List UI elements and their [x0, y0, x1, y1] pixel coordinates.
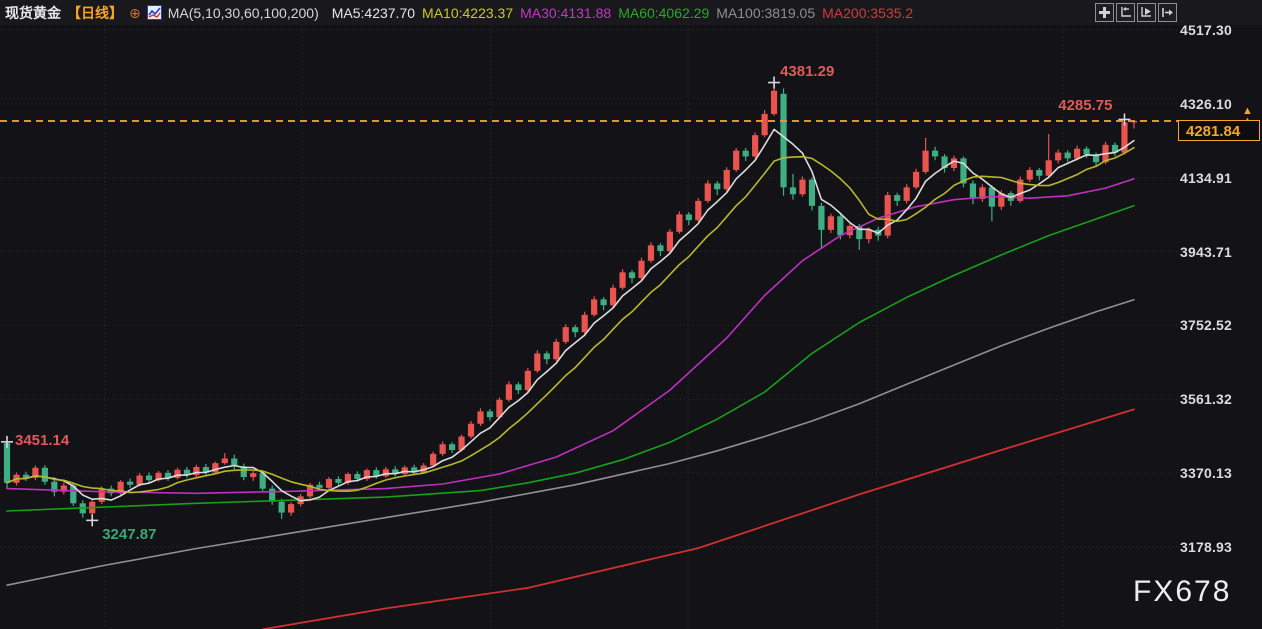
- price-axis-label: 3943.71: [1180, 243, 1233, 260]
- extreme-price-label: 3247.87: [102, 526, 157, 544]
- ma-legend-item: MA5:4237.70: [331, 4, 416, 21]
- price-axis-label: 4517.30: [1180, 22, 1233, 38]
- price-axis-label: 3178.93: [1180, 539, 1233, 555]
- ma-legend-item: MA60:4062.29: [618, 4, 710, 21]
- scale-left-icon[interactable]: [1116, 3, 1135, 22]
- chart-toolbar: [1095, 3, 1177, 22]
- price-axis-label: 3752.52: [1180, 317, 1233, 334]
- extreme-price-label: 4285.75: [1058, 97, 1113, 115]
- price-axis-label: 3561.32: [1180, 391, 1233, 408]
- indicator-settings-icon[interactable]: ⊕: [129, 4, 141, 21]
- exit-right-icon[interactable]: [1158, 3, 1177, 22]
- symbol-title: 现货黄金: [5, 4, 61, 21]
- fx678-watermark: FX678: [1133, 575, 1232, 608]
- ma-legend-item: MA30:4131.88: [520, 4, 612, 21]
- timeframe-label: 【日线】: [67, 4, 123, 21]
- current-price-tag: 4281.84: [1178, 120, 1260, 142]
- ma-legend-item: MA100:3819.05: [716, 4, 816, 21]
- price-axis-label: 4326.10: [1180, 95, 1233, 112]
- extreme-price-label: 3451.14: [15, 431, 70, 449]
- price-axis-label: 3370.13: [1180, 465, 1233, 482]
- ma-legend-item: MA10:4223.37: [422, 4, 514, 21]
- ma-values-row: MA5:4237.70 MA10:4223.37 MA30:4131.88 MA60:…: [325, 5, 913, 21]
- pan-icon[interactable]: [1095, 3, 1114, 22]
- price-axis-label: 4134.91: [1180, 169, 1233, 186]
- extreme-price-label: 4381.29: [780, 62, 835, 80]
- ma-indicator-label: MA(5,10,30,60,100,200): [167, 4, 319, 21]
- mini-chart-icon[interactable]: [146, 5, 162, 20]
- ma-legend-item: MA200:3535.2: [822, 4, 914, 21]
- chart-header: 现货黄金 【日线】 ⊕ MA(5,10,30,60,100,200) MA5:4…: [0, 0, 1262, 25]
- scale-right-icon[interactable]: [1137, 3, 1156, 22]
